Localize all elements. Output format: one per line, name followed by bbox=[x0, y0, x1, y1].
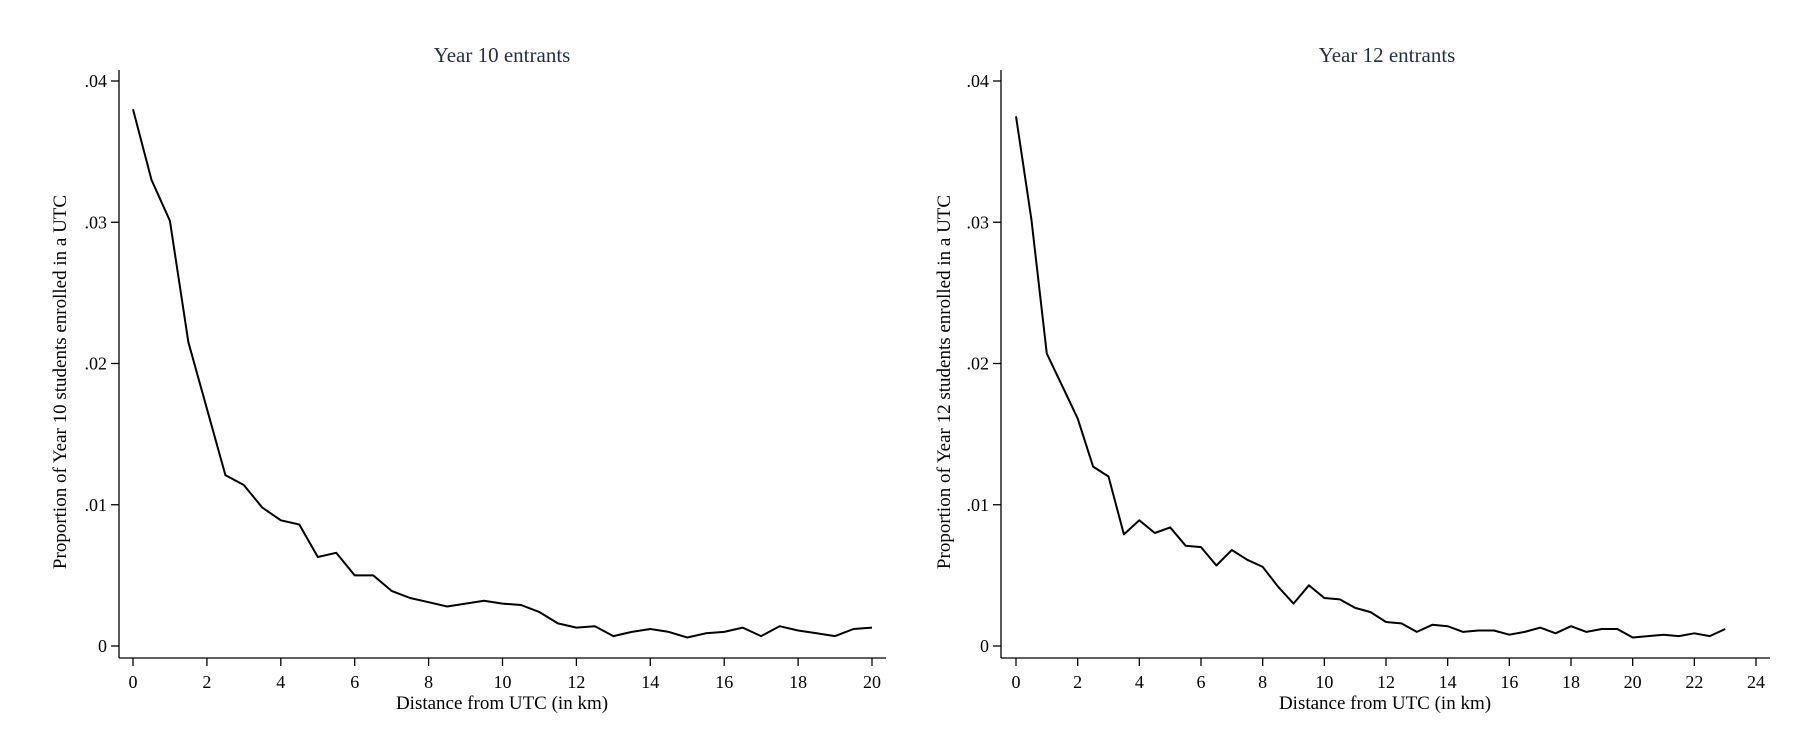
x-tick-label: 4 bbox=[276, 672, 285, 692]
x-tick-label: 16 bbox=[1500, 672, 1518, 692]
axes bbox=[118, 70, 886, 659]
series-group bbox=[1015, 116, 1726, 639]
y-axis-label: Proportion of Year 12 students enrolled … bbox=[934, 195, 955, 569]
x-tick-label: 18 bbox=[789, 672, 807, 692]
y-tick-label: .03 bbox=[967, 212, 990, 232]
x-tick-label: 14 bbox=[1439, 672, 1457, 692]
x-tick-label: 20 bbox=[1624, 672, 1642, 692]
x-tick-label: 20 bbox=[863, 672, 881, 692]
y-tick-label: .01 bbox=[85, 495, 108, 515]
x-axis-label: Distance from UTC (in km) bbox=[1279, 693, 1491, 714]
x-tick-label: 14 bbox=[641, 672, 659, 692]
x-tick-label: 0 bbox=[1012, 672, 1021, 692]
y-tick-label: 0 bbox=[980, 636, 989, 656]
x-axis-label: Distance from UTC (in km) bbox=[396, 693, 608, 714]
x-tick-label: 12 bbox=[567, 672, 585, 692]
panel-year-10: Year 10 entrants Proportion of Year 10 s… bbox=[50, 43, 886, 714]
x-tick-label: 24 bbox=[1747, 672, 1765, 692]
x-tick-label: 2 bbox=[202, 672, 211, 692]
y-tick-label: .03 bbox=[85, 212, 108, 232]
y-tick-label: .04 bbox=[967, 71, 990, 91]
panel-year-12: Year 12 entrants Proportion of Year 12 s… bbox=[934, 43, 1770, 714]
x-tick-label: 8 bbox=[1258, 672, 1267, 692]
series-group bbox=[132, 109, 873, 639]
x-tick-label: 6 bbox=[1197, 672, 1206, 692]
axes bbox=[1000, 70, 1770, 659]
y-tick-label: .02 bbox=[967, 354, 990, 374]
x-tick-label: 8 bbox=[424, 672, 433, 692]
ticks: 0 .01 .02 .03 .04 0 2 4 6 8 10 12 14 16 18 20 bbox=[85, 71, 882, 692]
x-tick-label: 10 bbox=[494, 672, 512, 692]
panel-title: Year 12 entrants bbox=[1319, 43, 1456, 67]
x-tick-label: 0 bbox=[129, 672, 138, 692]
x-tick-label: 2 bbox=[1073, 672, 1082, 692]
x-tick-label: 6 bbox=[350, 672, 359, 692]
panel-title: Year 10 entrants bbox=[434, 43, 571, 67]
y-tick-label: .04 bbox=[85, 71, 108, 91]
x-tick-label: 22 bbox=[1685, 672, 1703, 692]
x-tick-label: 4 bbox=[1135, 672, 1144, 692]
y-tick-label: .02 bbox=[85, 354, 108, 374]
series-line bbox=[1015, 116, 1726, 639]
x-tick-label: 18 bbox=[1562, 672, 1580, 692]
series-line bbox=[132, 109, 873, 639]
y-axis-label: Proportion of Year 10 students enrolled … bbox=[50, 195, 71, 569]
x-tick-label: 12 bbox=[1377, 672, 1395, 692]
x-tick-label: 16 bbox=[715, 672, 733, 692]
y-tick-label: 0 bbox=[98, 636, 107, 656]
x-tick-label: 10 bbox=[1315, 672, 1333, 692]
ticks: 0.01.02.03.040 2 4 6 8 10 12 14 16 18 20 22 24 bbox=[967, 71, 1766, 692]
y-tick-label: .01 bbox=[967, 495, 990, 515]
